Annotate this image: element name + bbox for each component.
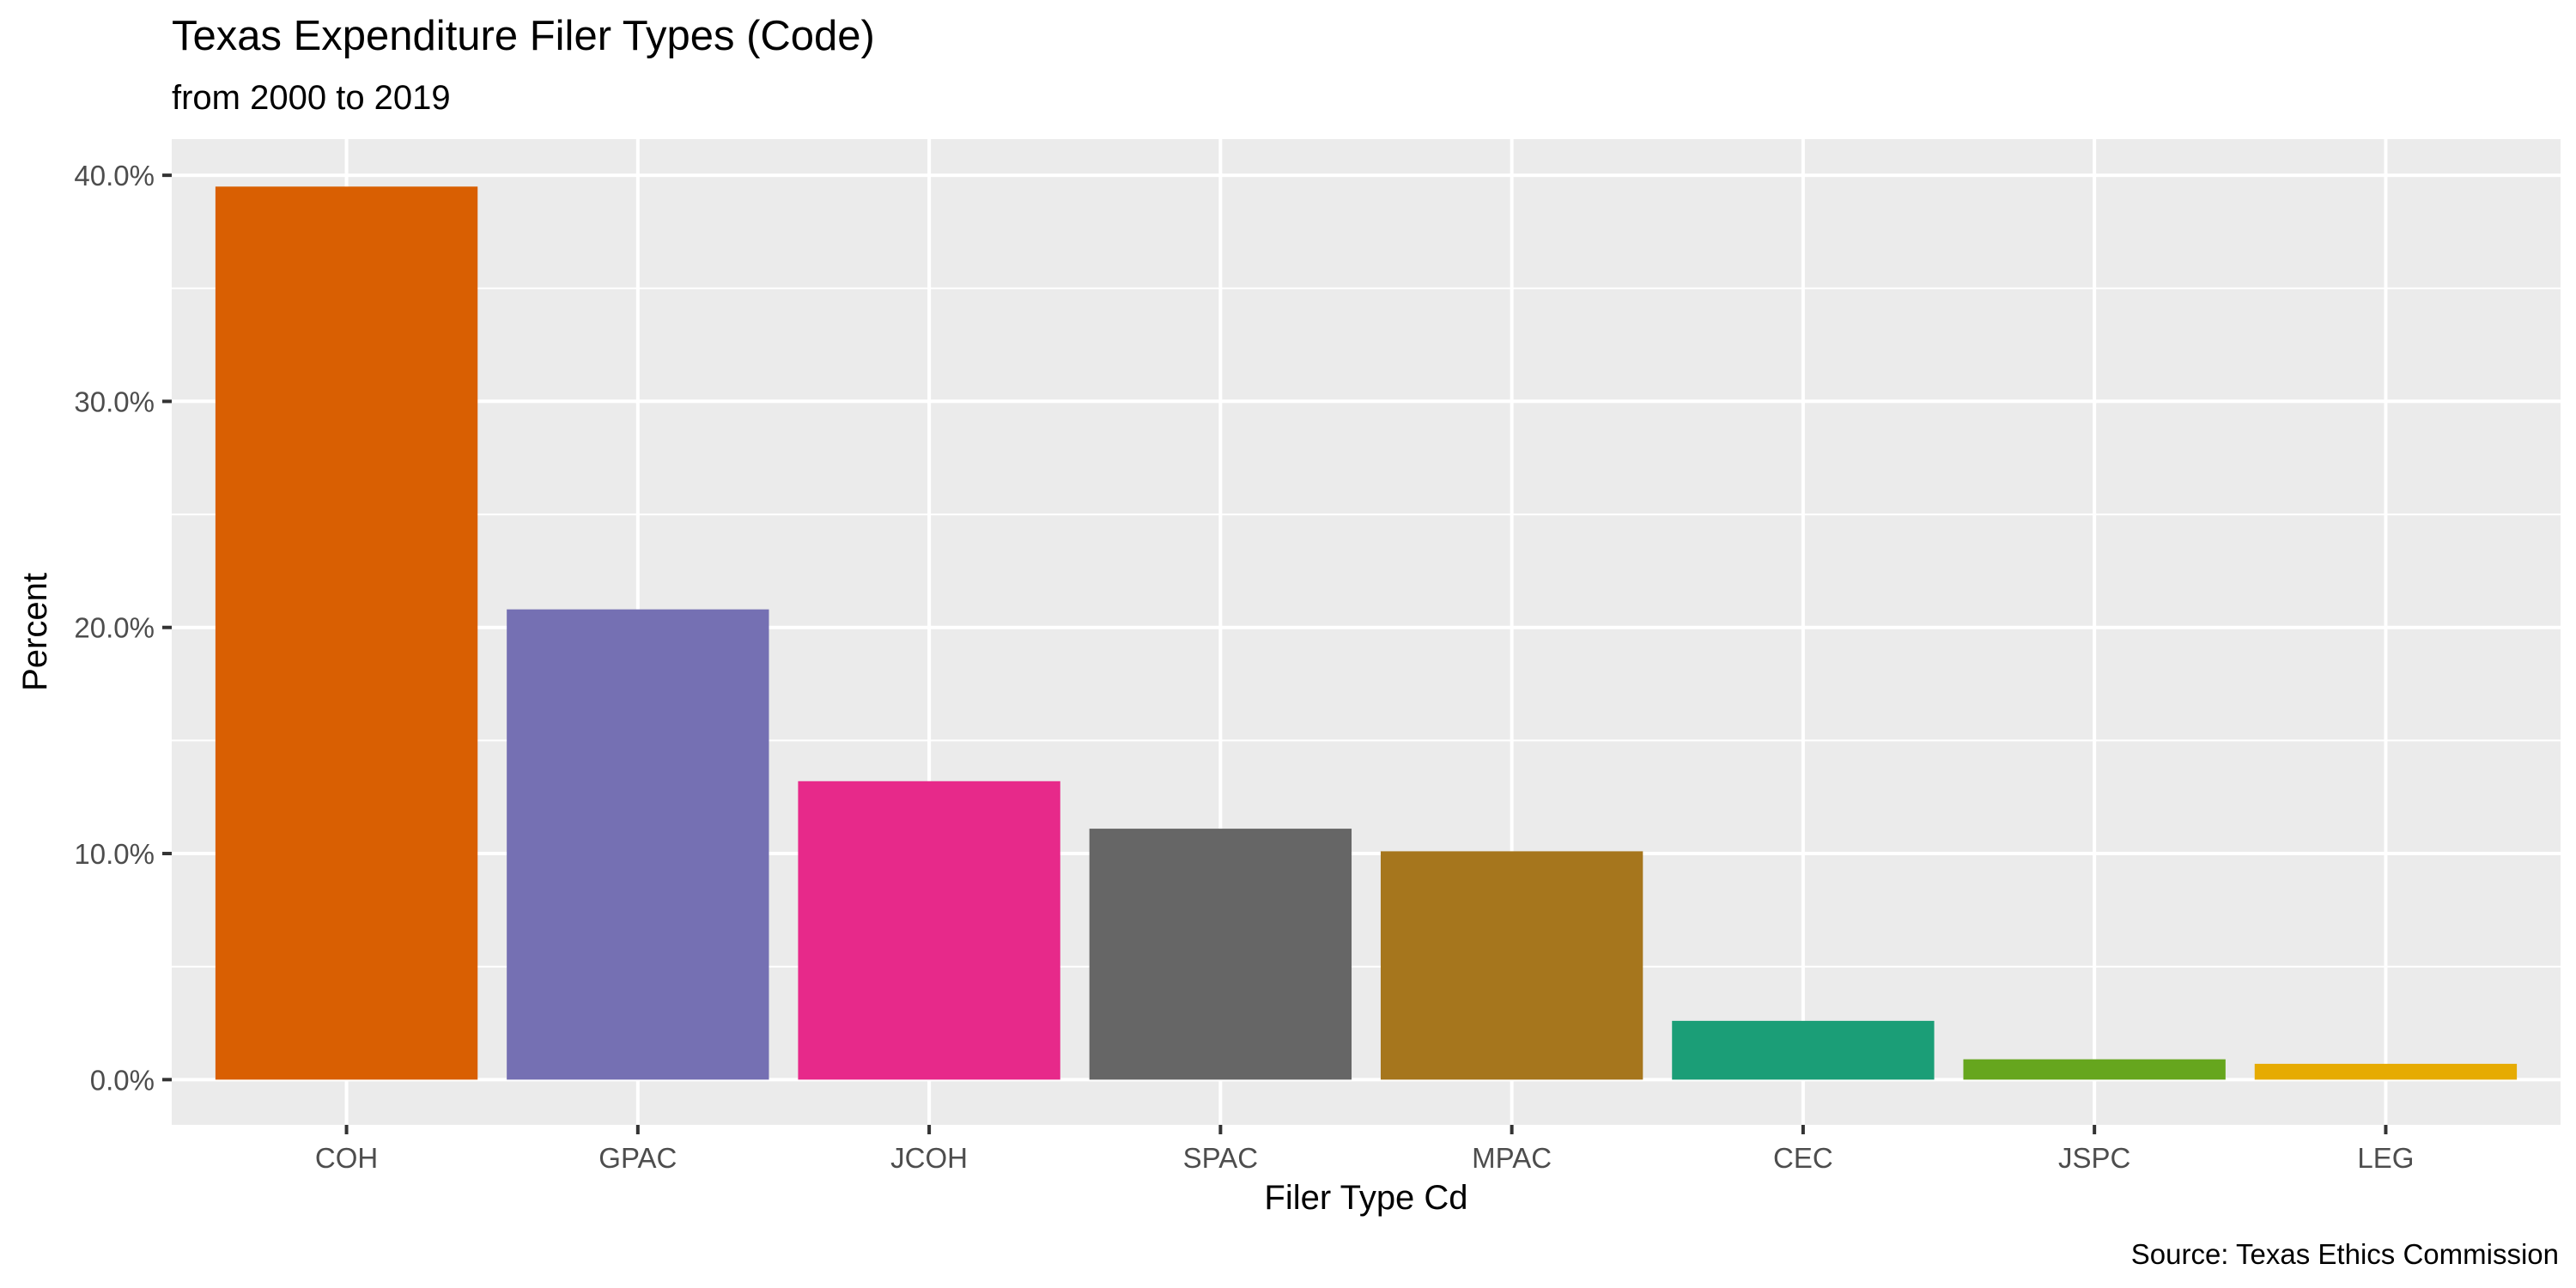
- bar-cec: [1672, 1020, 1935, 1080]
- bar-gpac: [507, 609, 769, 1080]
- y-axis-title: Percent: [16, 573, 54, 691]
- chart-subtitle: from 2000 to 2019: [172, 79, 451, 117]
- x-tick-label: GPAC: [598, 1142, 677, 1174]
- bars: [215, 186, 2518, 1080]
- chart-title: Texas Expenditure Filer Types (Code): [172, 13, 875, 59]
- y-axis: 0.0% 10.0% 20.0% 30.0% 40.0%: [74, 160, 172, 1096]
- bar-spac: [1089, 829, 1352, 1080]
- x-tick-label: JSPC: [2058, 1142, 2130, 1174]
- y-tick-label: 20.0%: [74, 612, 155, 644]
- y-tick-label: 0.0%: [90, 1064, 155, 1096]
- x-tick-label: LEG: [2357, 1142, 2414, 1174]
- x-tick-label: SPAC: [1183, 1142, 1258, 1174]
- bar-jspc: [1963, 1059, 2226, 1080]
- bar-mpac: [1380, 851, 1643, 1080]
- x-tick-label: JCOH: [890, 1142, 968, 1174]
- x-axis-title: Filer Type Cd: [1264, 1179, 1467, 1217]
- bar-leg: [2254, 1063, 2518, 1080]
- x-tick-label: COH: [315, 1142, 378, 1174]
- bar-jcoh: [798, 781, 1060, 1080]
- x-tick-label: MPAC: [1472, 1142, 1552, 1174]
- y-tick-label: 10.0%: [74, 838, 155, 870]
- x-axis: COH GPAC JCOH SPAC MPAC CEC JSPC LEG: [315, 1125, 2414, 1174]
- y-tick-label: 30.0%: [74, 386, 155, 417]
- x-tick-label: CEC: [1773, 1142, 1833, 1174]
- y-tick-label: 40.0%: [74, 160, 155, 191]
- bar-coh: [215, 186, 478, 1080]
- caption: Source: Texas Ethics Commission: [2131, 1238, 2559, 1270]
